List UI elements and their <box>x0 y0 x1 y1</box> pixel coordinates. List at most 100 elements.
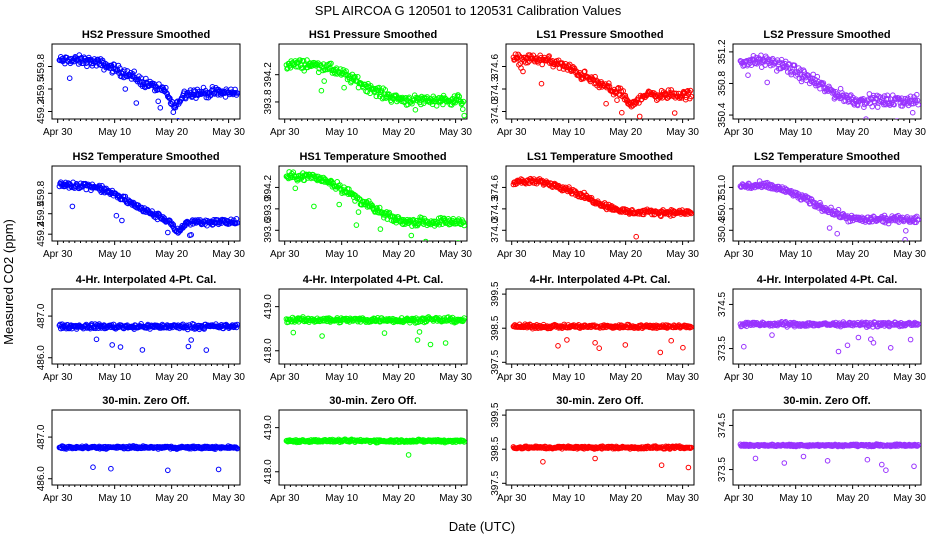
data-point <box>353 222 360 228</box>
plot-frame <box>732 288 922 365</box>
panel-title: LS1 Pressure Smoothed <box>536 29 663 41</box>
data-point <box>868 336 874 343</box>
plot-frame <box>51 409 241 486</box>
data-point <box>619 109 625 116</box>
data-point <box>767 62 774 69</box>
x-tick-label: Apr 30 <box>724 127 754 138</box>
data-point <box>907 93 914 100</box>
y-tick-label: 373.5 <box>717 336 728 361</box>
x-tick-label: Apr 30 <box>497 493 527 504</box>
data-point <box>614 97 620 103</box>
data-point <box>633 233 640 240</box>
y-tick-label: 350.4 <box>717 102 728 127</box>
plot-frame <box>505 43 695 120</box>
data-point <box>175 118 181 119</box>
panel-14: 30-min. Zero Off. Apr 30 May 10 May 20 May 3… <box>263 395 472 504</box>
data-point <box>603 100 609 107</box>
y-tick-label: 399.5 <box>490 281 501 306</box>
data-point <box>379 88 385 94</box>
y-tick-label: 350.8 <box>717 71 728 96</box>
panel-title: 4-Hr. Interpolated 4-Pt. Cal. <box>530 274 671 286</box>
y-tick-label: 419.0 <box>263 415 274 440</box>
y-tick-label: 394.2 <box>263 174 274 199</box>
data-point <box>605 204 611 211</box>
panel-title: 4-Hr. Interpolated 4-Pt. Cal. <box>303 274 444 286</box>
panel-title: 30-min. Zero Off. <box>556 395 643 407</box>
data-point <box>155 98 161 105</box>
x-tick-label: May 20 <box>382 493 415 504</box>
data-point <box>292 185 299 192</box>
x-tick-label: May 10 <box>98 127 131 138</box>
x-tick-label: May 30 <box>893 249 926 260</box>
plot-frame <box>278 409 468 486</box>
data-point <box>555 343 561 349</box>
data-point <box>687 445 694 451</box>
x-tick-label: May 10 <box>325 127 358 138</box>
panel-16: 30-min. Zero Off. Apr 30 May 10 May 20 May 3… <box>717 395 926 504</box>
data-point <box>914 91 920 98</box>
panel-title: 30-min. Zero Off. <box>102 395 189 407</box>
data-point <box>143 75 149 82</box>
data-point <box>539 61 546 68</box>
data-point <box>139 347 146 353</box>
x-tick-label: May 20 <box>836 372 869 383</box>
data-point <box>864 456 871 463</box>
data-point <box>234 220 240 226</box>
y-tick-label: 459.2 <box>36 221 47 246</box>
x-tick-label: May 30 <box>893 372 926 383</box>
panel-title: 4-Hr. Interpolated 4-Pt. Cal. <box>757 274 898 286</box>
x-tick-label: Apr 30 <box>43 127 73 138</box>
data-point <box>685 464 692 471</box>
y-tick-label: 350.7 <box>717 196 728 221</box>
data-point <box>371 205 378 212</box>
data-point <box>157 105 164 111</box>
data-point <box>649 211 655 218</box>
data-point <box>382 87 389 93</box>
x-tick-label: May 20 <box>155 493 188 504</box>
x-tick-label: Apr 30 <box>43 249 73 260</box>
data-point <box>222 94 229 100</box>
data-point <box>907 336 914 343</box>
x-tick-label: May 20 <box>155 249 188 260</box>
data-point <box>341 84 347 91</box>
y-tick-label: 486.0 <box>36 466 47 491</box>
data-point <box>423 318 430 325</box>
data-point <box>622 342 629 348</box>
data-point <box>131 68 137 75</box>
series-points <box>56 52 240 119</box>
x-tick-label: Apr 30 <box>270 249 300 260</box>
x-tick-label: May 20 <box>836 127 869 138</box>
x-tick-label: May 10 <box>552 249 585 260</box>
y-tick-label: 394.2 <box>263 62 274 87</box>
data-point <box>69 203 76 210</box>
data-point <box>658 462 665 469</box>
series-points <box>737 319 921 355</box>
data-point <box>902 236 908 241</box>
data-point <box>834 230 841 237</box>
data-point <box>911 463 917 470</box>
data-point <box>814 73 821 80</box>
data-point <box>84 63 90 70</box>
panel-3: LS1 Pressure Smoothed Apr 30 May 10 May 20 M… <box>490 29 699 138</box>
data-point <box>66 75 73 81</box>
data-point <box>461 112 467 119</box>
data-point <box>203 347 210 353</box>
data-point <box>883 467 889 474</box>
data-point <box>408 232 415 239</box>
panel-title: 4-Hr. Interpolated 4-Pt. Cal. <box>76 274 217 286</box>
data-point <box>592 455 598 462</box>
y-tick-label: 374.0 <box>490 99 501 124</box>
data-point <box>416 329 423 335</box>
panel-1: HS2 Pressure Smoothed Apr 30 May 10 May 20 M… <box>36 29 245 138</box>
data-point <box>182 95 189 102</box>
data-point <box>215 466 222 473</box>
data-point <box>187 222 194 228</box>
data-point <box>336 201 343 208</box>
data-point <box>769 332 775 338</box>
plot-frame <box>732 43 922 120</box>
data-point <box>741 343 747 350</box>
y-tick-label: 398.5 <box>490 436 501 461</box>
y-tick-label: 374.6 <box>490 54 501 79</box>
panel-4: LS2 Pressure Smoothed Apr 30 May 10 May 20 M… <box>717 29 926 138</box>
data-point <box>800 453 807 460</box>
